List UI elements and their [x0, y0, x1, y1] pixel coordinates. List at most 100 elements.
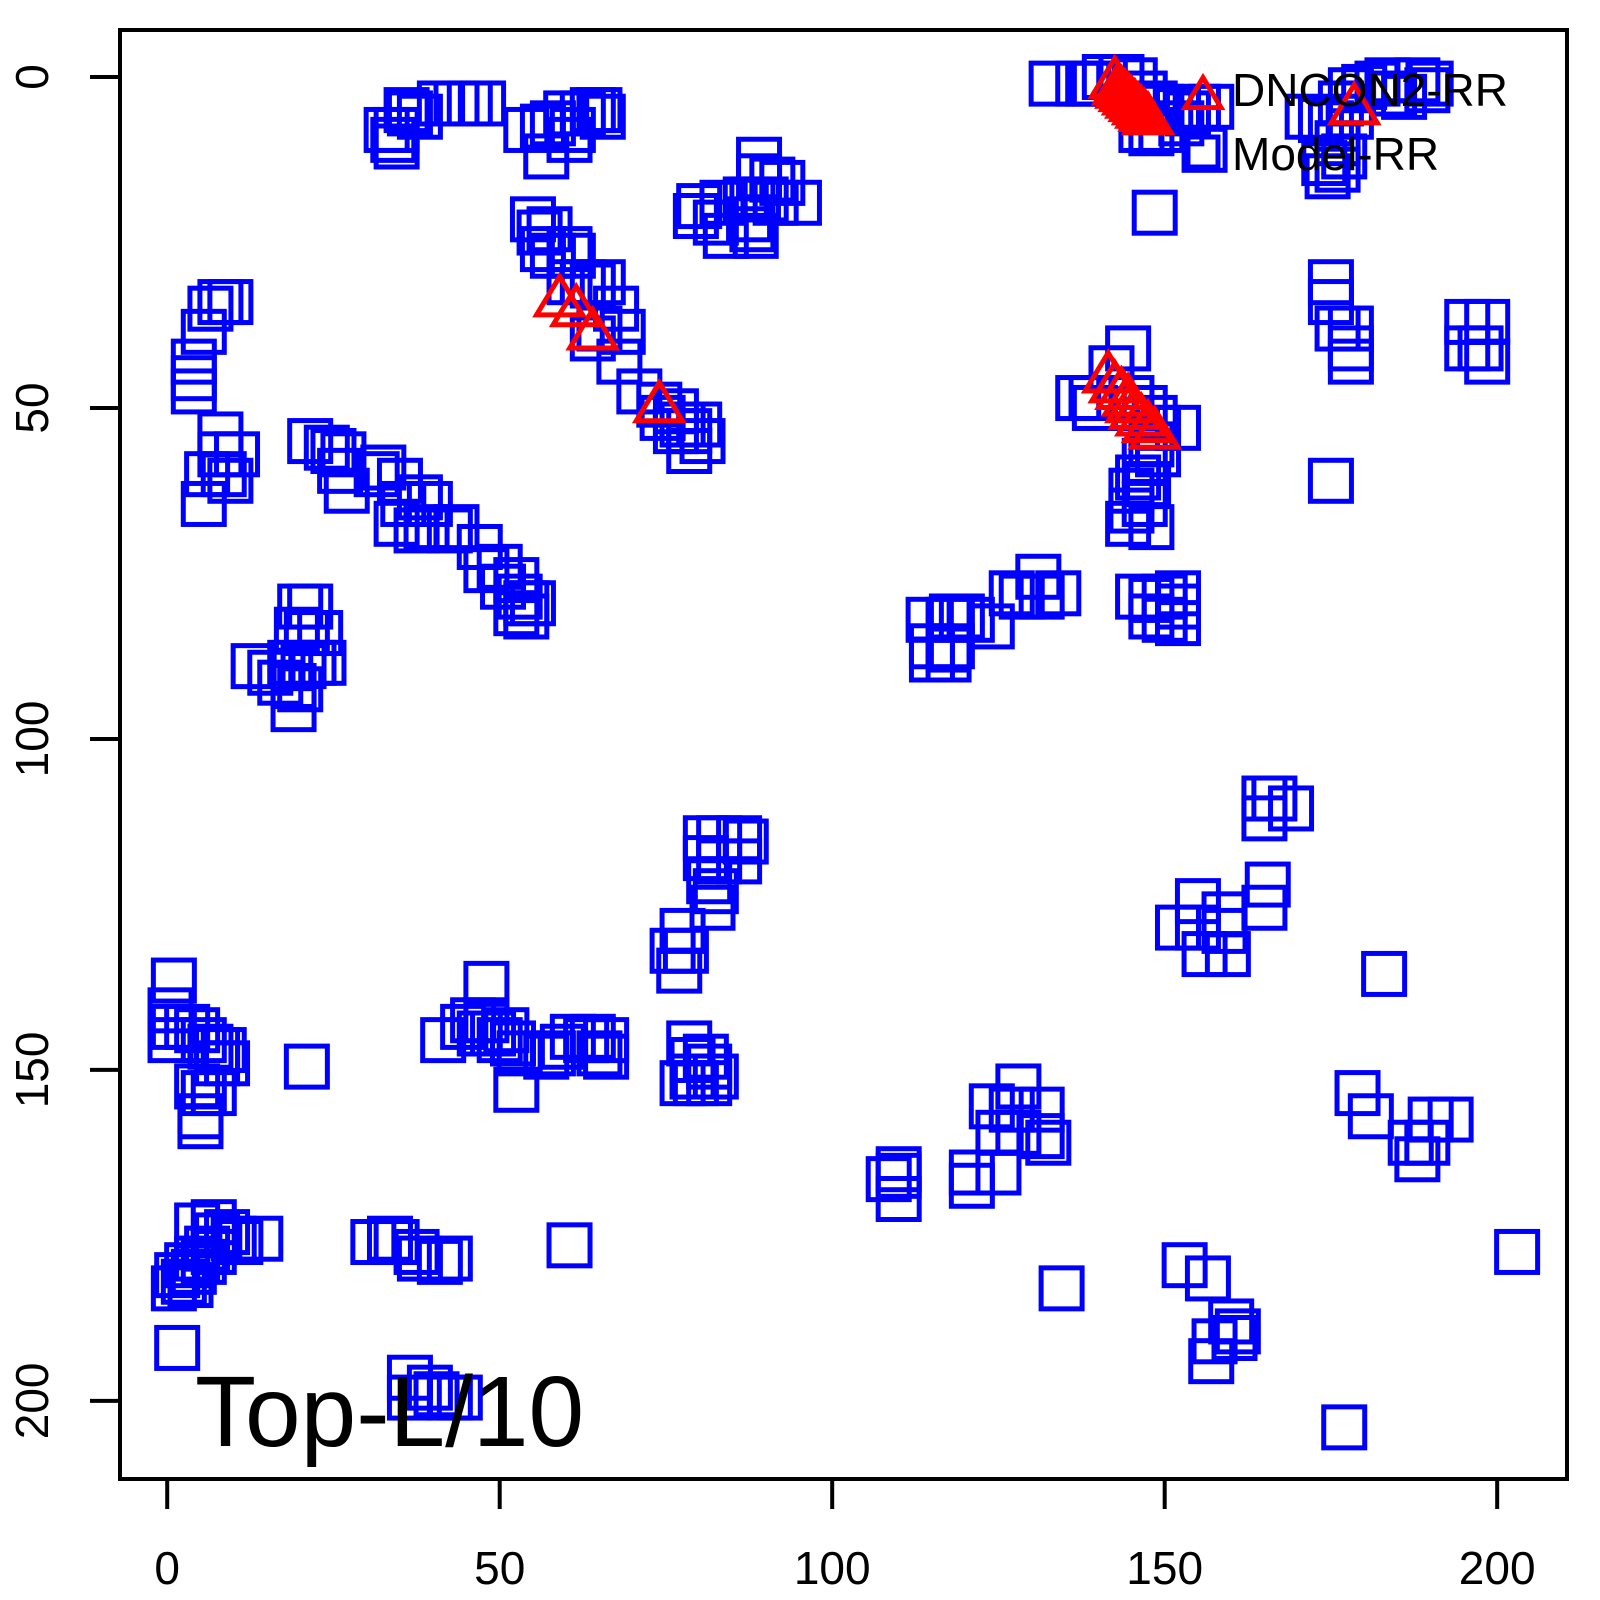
model-rr-point: [686, 1060, 733, 1107]
dncon2-rr-point: [1326, 79, 1382, 126]
model-rr-point: [1018, 573, 1065, 620]
model-rr-point: [1304, 153, 1351, 200]
model-rr-point: [1181, 931, 1228, 978]
annotation-top-l10: Top-L/10: [195, 1356, 584, 1468]
x-axis-tick-label: 0: [154, 1542, 180, 1594]
model-rr-point: [1314, 146, 1361, 193]
model-rr-point: [875, 1152, 922, 1199]
x-axis-tick-label: 50: [474, 1542, 525, 1594]
model-rr-point: [656, 947, 703, 994]
model-rr-point: [373, 123, 420, 170]
model-rr-point: [493, 590, 540, 637]
model-rr-point: [1131, 189, 1178, 236]
model-rr-point: [948, 1162, 995, 1209]
model-rr-point: [546, 116, 593, 163]
model-rr-point: [599, 308, 646, 355]
model-rr-point: [686, 858, 733, 905]
model-rr-point: [726, 196, 773, 243]
model-rr-point: [1464, 338, 1511, 385]
legend-label-dncon2: DNCON2-RR: [1232, 64, 1508, 116]
model-rr-point: [689, 884, 736, 931]
model-rr-point: [207, 457, 254, 504]
model-rr-point: [1494, 1228, 1541, 1275]
series-dncon2-rr: [532, 53, 1382, 450]
model-rr-point: [1181, 126, 1228, 173]
model-rr-point: [1018, 1086, 1065, 1133]
model-rr-point: [576, 87, 623, 134]
model-rr-point: [1241, 795, 1288, 842]
model-rr-point: [1115, 454, 1162, 501]
y-axis-tick-label: 200: [6, 1363, 58, 1440]
model-rr-point: [679, 418, 726, 465]
model-rr-point: [170, 368, 217, 415]
model-rr-point: [1334, 1070, 1381, 1117]
model-rr-point: [1321, 1404, 1368, 1451]
model-rr-point: [1214, 1308, 1261, 1355]
model-rr-point: [353, 451, 400, 498]
model-rr-point: [287, 583, 334, 630]
model-rr-point: [1381, 73, 1428, 120]
dncon2-rr-point: [631, 377, 687, 424]
model-rr-point: [1407, 60, 1454, 107]
legend-label-model: Model-RR: [1232, 128, 1439, 180]
model-rr-point: [1038, 1265, 1085, 1312]
model-rr-point: [426, 507, 473, 554]
x-axis-tick-label: 200: [1459, 1542, 1536, 1594]
model-rr-point: [576, 1030, 623, 1077]
model-rr-point: [1404, 67, 1451, 114]
dncon2-rr-point: [548, 281, 604, 328]
model-rr-point: [1361, 950, 1408, 997]
model-rr-point: [180, 308, 227, 355]
model-rr-point: [416, 1238, 463, 1285]
model-rr-point: [383, 87, 430, 134]
model-rr-point: [370, 116, 417, 163]
model-rr-point: [1188, 1338, 1235, 1385]
model-rr-point: [1268, 785, 1315, 832]
model-rr-point: [1105, 500, 1152, 547]
model-rr-point: [1301, 140, 1348, 187]
model-rr-point: [413, 1371, 460, 1418]
model-rr-point: [546, 1222, 593, 1269]
x-axis-tick-label: 100: [794, 1542, 871, 1594]
model-rr-point: [1128, 504, 1175, 551]
model-rr-point: [177, 1103, 224, 1150]
model-rr-point: [692, 1053, 739, 1100]
model-rr-point: [676, 401, 723, 448]
model-rr-point: [396, 474, 443, 521]
model-rr-point: [1018, 1113, 1065, 1160]
model-rr-point: [270, 686, 317, 733]
model-rr-point: [1371, 70, 1418, 117]
model-rr-point: [426, 1235, 473, 1282]
dncon2-rr-point: [1127, 404, 1183, 450]
model-rr-point: [975, 1149, 1022, 1196]
x-axis-tick-label: 150: [1126, 1542, 1203, 1594]
model-rr-point: [676, 183, 723, 230]
model-rr-point: [692, 868, 739, 915]
model-rr-point: [463, 547, 510, 594]
model-rr-point: [1128, 593, 1175, 640]
model-rr-point: [283, 1043, 330, 1090]
model-rr-point: [503, 593, 550, 640]
model-rr-point: [154, 1324, 201, 1371]
model-rr-point: [1184, 1255, 1231, 1302]
model-rr-point: [1457, 325, 1504, 372]
model-rr-point: [1241, 884, 1288, 931]
model-rr-point: [237, 1215, 284, 1262]
model-rr-point: [732, 212, 779, 259]
model-rr-point: [323, 467, 370, 514]
model-rr-point: [702, 212, 749, 259]
model-rr-point: [287, 418, 334, 465]
model-rr-point: [190, 1070, 237, 1117]
dncon2-rr-point: [565, 304, 621, 351]
legend: DNCON2-RR Model-RR: [1180, 64, 1508, 180]
model-rr-point: [160, 1258, 207, 1305]
model-rr-point: [775, 179, 822, 226]
plot-box: [118, 28, 1569, 1481]
model-rr-point: [1161, 1242, 1208, 1289]
model-rr-point: [579, 259, 626, 306]
model-rr-point: [463, 960, 510, 1007]
model-rr-point: [1035, 570, 1082, 617]
y-axis-tick-label: 0: [6, 64, 58, 90]
